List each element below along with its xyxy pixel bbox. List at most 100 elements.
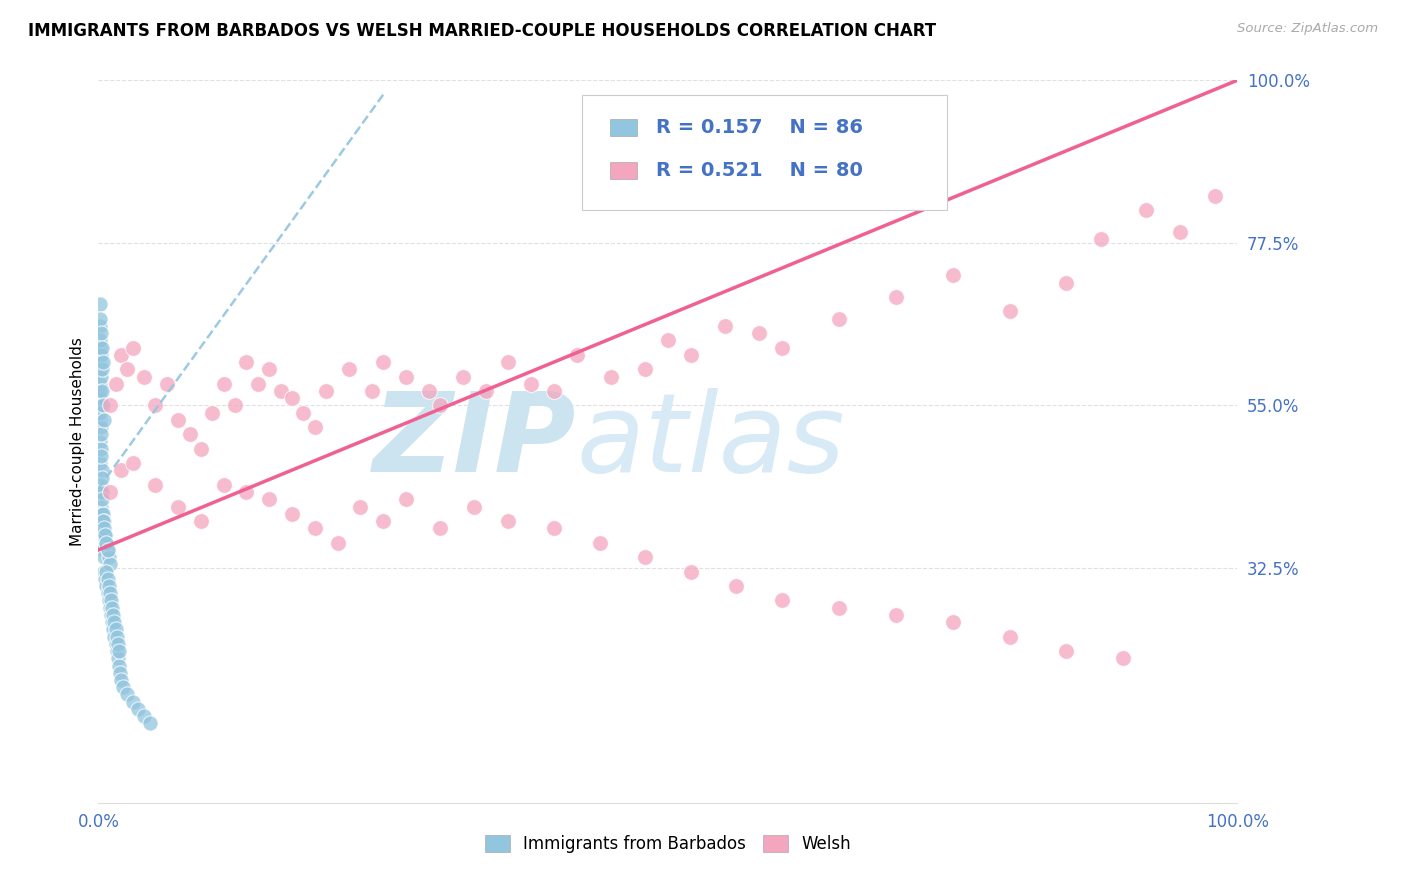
- Point: [371, 355, 394, 369]
- Point: [96, 542, 118, 557]
- Point: [94, 528, 117, 542]
- Point: [634, 550, 657, 565]
- FancyBboxPatch shape: [610, 162, 637, 179]
- Point: [100, 593, 122, 607]
- Point: [90, 485, 112, 500]
- Point: [96, 579, 118, 593]
- Point: [91, 507, 114, 521]
- Point: [93, 521, 115, 535]
- Point: [98, 600, 121, 615]
- Text: R = 0.157    N = 86: R = 0.157 N = 86: [657, 118, 863, 136]
- Point: [96, 572, 118, 586]
- Point: [474, 384, 496, 398]
- Point: [90, 463, 112, 477]
- Point: [190, 442, 212, 456]
- Point: [110, 463, 132, 477]
- Point: [107, 637, 129, 651]
- Point: [770, 593, 793, 607]
- Point: [107, 651, 129, 665]
- Point: [270, 384, 292, 398]
- Point: [91, 542, 114, 557]
- Point: [104, 376, 127, 391]
- FancyBboxPatch shape: [582, 95, 946, 211]
- Point: [103, 615, 125, 630]
- Point: [90, 427, 112, 442]
- Point: [90, 348, 112, 362]
- Point: [543, 521, 565, 535]
- Point: [998, 304, 1021, 318]
- Point: [463, 500, 485, 514]
- Point: [121, 341, 143, 355]
- Point: [281, 507, 304, 521]
- Point: [90, 362, 112, 376]
- Point: [326, 535, 349, 549]
- Point: [89, 311, 111, 326]
- Point: [105, 644, 128, 658]
- Point: [108, 665, 131, 680]
- Point: [89, 341, 111, 355]
- Point: [190, 514, 212, 528]
- Point: [89, 384, 111, 398]
- Point: [101, 615, 124, 630]
- Point: [520, 376, 543, 391]
- Point: [201, 406, 224, 420]
- Point: [304, 420, 326, 434]
- Point: [89, 406, 111, 420]
- Point: [90, 341, 112, 355]
- Point: [498, 355, 520, 369]
- Point: [96, 586, 118, 600]
- Point: [748, 326, 770, 340]
- Point: [89, 434, 111, 449]
- Point: [90, 442, 112, 456]
- Point: [565, 348, 588, 362]
- Point: [90, 507, 112, 521]
- Point: [167, 413, 190, 427]
- Point: [371, 514, 394, 528]
- Point: [90, 485, 112, 500]
- Point: [104, 637, 127, 651]
- Legend: Immigrants from Barbados, Welsh: Immigrants from Barbados, Welsh: [478, 828, 858, 860]
- Point: [292, 406, 315, 420]
- Point: [100, 607, 122, 622]
- Point: [884, 607, 907, 622]
- Point: [145, 398, 167, 412]
- Point: [112, 680, 135, 694]
- Point: [89, 334, 111, 348]
- Point: [1135, 203, 1157, 218]
- Point: [103, 607, 125, 622]
- Point: [337, 362, 360, 376]
- Point: [90, 369, 112, 384]
- Point: [91, 514, 114, 528]
- Point: [224, 398, 246, 412]
- Point: [543, 384, 565, 398]
- Point: [657, 334, 679, 348]
- Point: [90, 326, 112, 340]
- Point: [103, 623, 125, 637]
- Point: [89, 398, 111, 412]
- Point: [115, 362, 138, 376]
- Text: atlas: atlas: [576, 388, 845, 495]
- Point: [235, 485, 257, 500]
- Point: [132, 709, 155, 723]
- Point: [714, 318, 737, 333]
- Point: [98, 398, 121, 412]
- Point: [96, 535, 118, 549]
- Point: [110, 673, 132, 687]
- Point: [304, 521, 326, 535]
- Point: [101, 600, 124, 615]
- Point: [418, 384, 440, 398]
- Point: [90, 500, 112, 514]
- Point: [127, 702, 149, 716]
- Point: [97, 550, 120, 565]
- Text: R = 0.521    N = 80: R = 0.521 N = 80: [657, 161, 863, 180]
- Point: [156, 376, 179, 391]
- Point: [93, 565, 115, 579]
- Point: [104, 623, 127, 637]
- Point: [212, 376, 235, 391]
- Point: [96, 565, 118, 579]
- Point: [259, 492, 281, 507]
- Point: [93, 413, 115, 427]
- Point: [498, 514, 520, 528]
- Point: [259, 362, 281, 376]
- Point: [103, 630, 125, 644]
